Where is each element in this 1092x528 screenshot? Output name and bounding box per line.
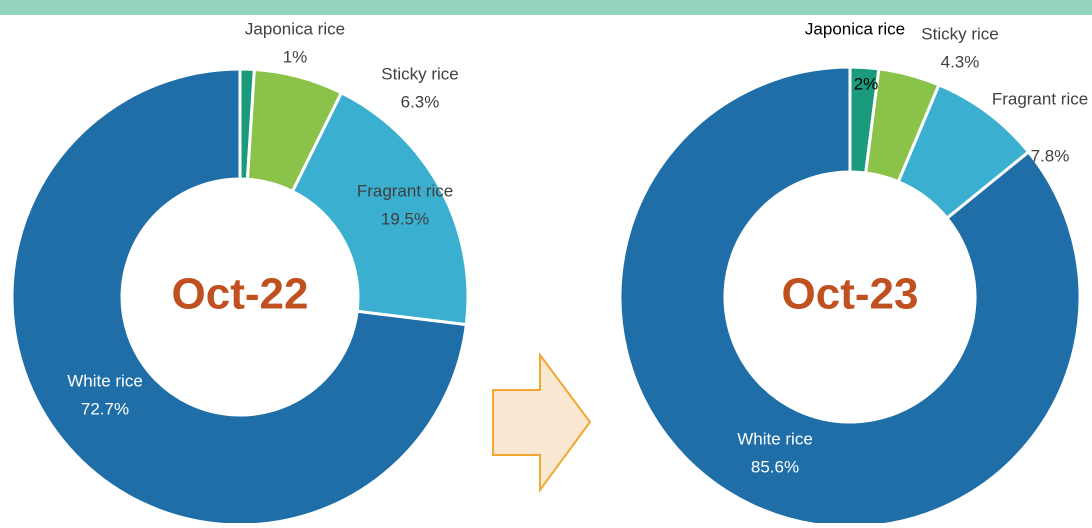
slice-value: 2% <box>854 74 879 93</box>
slice-value: 7.8% <box>1031 146 1070 165</box>
slice-value: 19.5% <box>381 209 429 228</box>
slice-value: 1% <box>283 47 308 66</box>
slice-name: Japonica rice <box>805 19 905 38</box>
header-bar <box>0 0 1092 15</box>
slice-value: 4.3% <box>941 52 980 71</box>
slice-name: Fragrant rice <box>357 181 453 200</box>
slice-name: Fragrant rice <box>992 89 1088 108</box>
slice-name: White rice <box>67 371 143 390</box>
slice-name: White rice <box>737 429 813 448</box>
donut-slice <box>290 90 470 327</box>
donut-slice <box>618 65 1082 528</box>
slice-name: Sticky rice <box>381 64 458 83</box>
slice-name: Japonica rice <box>245 19 345 38</box>
donut-title: Oct-23 <box>782 270 919 319</box>
slice-value: 85.6% <box>751 457 799 476</box>
arrow <box>492 351 592 494</box>
slice-name: Sticky rice <box>921 24 998 43</box>
slice-value: 72.7% <box>81 399 129 418</box>
slice-value: 6.3% <box>401 92 440 111</box>
donut-title: Oct-22 <box>172 270 309 319</box>
